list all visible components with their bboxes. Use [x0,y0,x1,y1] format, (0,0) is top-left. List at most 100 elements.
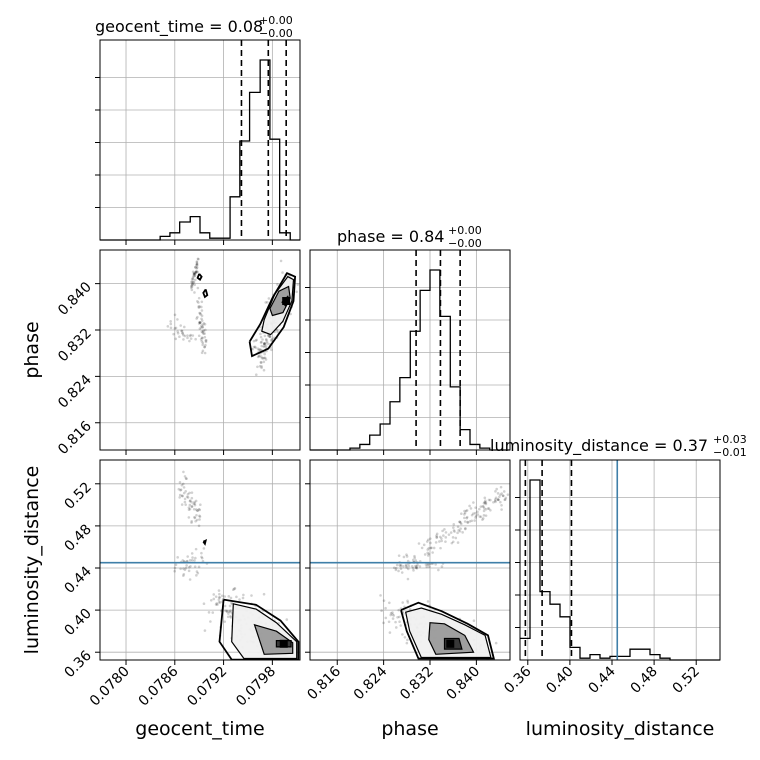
scatter-point-geocent-time-phase-105 [188,339,191,343]
scatter-point-geocent-time-phase-177 [268,335,271,338]
scatter-point-geocent-time-phase-39 [194,270,198,274]
scatter-point-geocent-time-phase-111 [182,333,185,337]
scatter-point-geocent-time-luminosity-distance-18 [190,505,194,508]
histogram-bar-phase-10 [410,331,420,450]
scatter-point-phase-luminosity-distance-42 [503,498,507,502]
title-phase-minus: −0.00 [448,237,482,250]
scatter-point-geocent-time-phase-170 [261,338,264,341]
scatter-point-phase-luminosity-distance-104 [411,566,415,570]
scatter-point-geocent-time-phase-222 [260,366,263,370]
scatter-point-geocent-time-phase-106 [176,330,179,333]
scatter-point-geocent-time-phase-126 [166,325,170,328]
y-tick-label-phase-2: 0.832 [55,326,95,366]
scatter-point-phase-luminosity-distance-74 [444,540,447,543]
scatter-point-phase-luminosity-distance-102 [456,541,460,544]
scatter-point-geocent-time-phase-16 [191,281,195,284]
scatter-point-geocent-time-luminosity-distance-112 [212,597,216,601]
scatter-point-geocent-time-phase-3 [193,271,196,275]
scatter-point-geocent-time-phase-141 [275,328,279,332]
scatter-point-geocent-time-luminosity-distance-54 [198,514,201,518]
scatter-point-phase-luminosity-distance-70 [499,500,502,504]
scatter-point-geocent-time-phase-127 [189,333,193,337]
scatter-point-phase-luminosity-distance-56 [503,498,507,501]
scatter-point-geocent-time-phase-44 [193,274,197,277]
scatter-point-geocent-time-phase-117 [191,334,195,337]
scatter-point-geocent-time-phase-101 [179,324,182,327]
scatter-point-geocent-time-luminosity-distance-70 [182,572,186,576]
histogram-step-phase [310,269,510,451]
scatter-point-geocent-time-phase-96 [201,330,205,333]
scatter-point-geocent-time-phase-86 [202,332,205,335]
scatter-point-phase-luminosity-distance-87 [496,498,500,501]
scatter-point-geocent-time-luminosity-distance-50 [190,521,193,524]
grid-phase-luminosity-distance [310,460,510,660]
scatter-point-geocent-time-luminosity-distance-16 [185,495,189,499]
histogram-bar-luminosity-distance-1 [530,480,540,660]
scatter-point-geocent-time-phase-145 [255,338,258,342]
scatter-point-phase-luminosity-distance-313 [398,620,401,624]
scatter-point-geocent-time-luminosity-distance-171 [218,596,222,599]
scatter-point-phase-luminosity-distance-146 [458,520,461,524]
scatter-point-geocent-time-phase-87 [200,309,204,312]
scatter-point-geocent-time-phase-64 [200,330,204,334]
scatter-point-phase-luminosity-distance-36 [423,553,427,556]
scatter-point-phase-luminosity-distance-347 [405,641,409,645]
x-tick-label-phase-3: 0.840 [444,664,484,704]
scatter-point-phase-luminosity-distance-225 [394,620,397,624]
scatter-point-geocent-time-luminosity-distance-56 [188,499,192,502]
scatter-point-phase-luminosity-distance-40 [464,509,468,513]
scatter-point-geocent-time-luminosity-distance-89 [173,569,176,573]
scatter-point-geocent-time-phase-55 [202,329,205,332]
scatter-point-geocent-time-phase-84 [201,325,204,329]
scatter-point-geocent-time-phase-102 [174,326,178,330]
scatter-point-geocent-time-phase-146 [268,335,272,338]
x-tick-label-luminosity-distance-2: 0.44 [585,663,618,696]
scatter-point-phase-luminosity-distance-144 [435,535,439,539]
scatter-point-geocent-time-phase-91 [203,332,206,335]
scatter-point-phase-luminosity-distance-281 [426,600,430,603]
histogram-bar-phase-14 [450,387,460,450]
scatter-point-phase-luminosity-distance-31 [435,536,439,539]
scatter-point-geocent-time-luminosity-distance-215 [220,594,224,598]
scatter-point-geocent-time-phase-195 [268,335,272,338]
scatter-point-geocent-time-phase-115 [169,326,173,330]
scatter-point-geocent-time-phase-322 [281,271,284,274]
scatter-point-geocent-time-luminosity-distance-241 [203,629,207,632]
scatter-point-geocent-time-phase-42 [193,273,197,276]
scatter-point-phase-luminosity-distance-135 [484,501,488,504]
title-phase-plus: +0.00 [448,224,482,237]
scatter-point-phase-luminosity-distance-100 [460,512,463,516]
scatter-point-geocent-time-phase-250 [262,342,266,345]
scatter-point-geocent-time-luminosity-distance-100 [241,596,245,600]
scatter-point-phase-luminosity-distance-128 [502,490,506,493]
scatter-point-phase-luminosity-distance-187 [404,563,408,567]
scatter-point-phase-luminosity-distance-29 [463,509,466,513]
scatter-point-phase-luminosity-distance-95 [487,507,491,510]
scatter-point-geocent-time-luminosity-distance-278 [217,598,221,602]
scatter-point-geocent-time-luminosity-distance-162 [223,595,227,598]
scatter-point-phase-luminosity-distance-140 [463,513,466,516]
scatter-point-geocent-time-phase-193 [257,349,261,352]
scatter-point-geocent-time-phase-199 [276,330,280,334]
scatter-point-geocent-time-phase-112 [178,335,181,339]
scatter-geocent-time-luminosity-distance [100,470,300,660]
scatter-point-geocent-time-phase-69 [196,315,199,319]
scatter-point-phase-luminosity-distance-165 [415,565,418,568]
scatter-point-phase-luminosity-distance-101 [440,539,444,543]
scatter-point-phase-luminosity-distance-124 [484,508,488,511]
x-tick-label-luminosity-distance-1: 0.40 [543,664,576,697]
scatter-point-geocent-time-phase-138 [256,347,260,351]
scatter-point-phase-luminosity-distance-43 [434,541,438,544]
scatter-point-geocent-time-luminosity-distance-257 [215,602,218,605]
histogram-bar-phase-9 [400,378,410,450]
scatter-point-phase-luminosity-distance-69 [486,507,490,510]
scatter-point-phase-luminosity-distance-71 [438,540,441,543]
scatter-point-geocent-time-phase-17 [196,257,200,261]
scatter-point-geocent-time-phase-79 [197,306,201,309]
scatter-point-geocent-time-phase-183 [264,358,268,361]
scatter-point-geocent-time-phase-246 [257,354,261,357]
scatter-point-phase-luminosity-distance-258 [398,615,401,619]
y-tick-label-luminosity-distance-4: 0.52 [61,479,94,512]
scatter-point-geocent-time-luminosity-distance-145 [212,593,216,596]
scatter-point-phase-luminosity-distance-283 [382,621,385,625]
